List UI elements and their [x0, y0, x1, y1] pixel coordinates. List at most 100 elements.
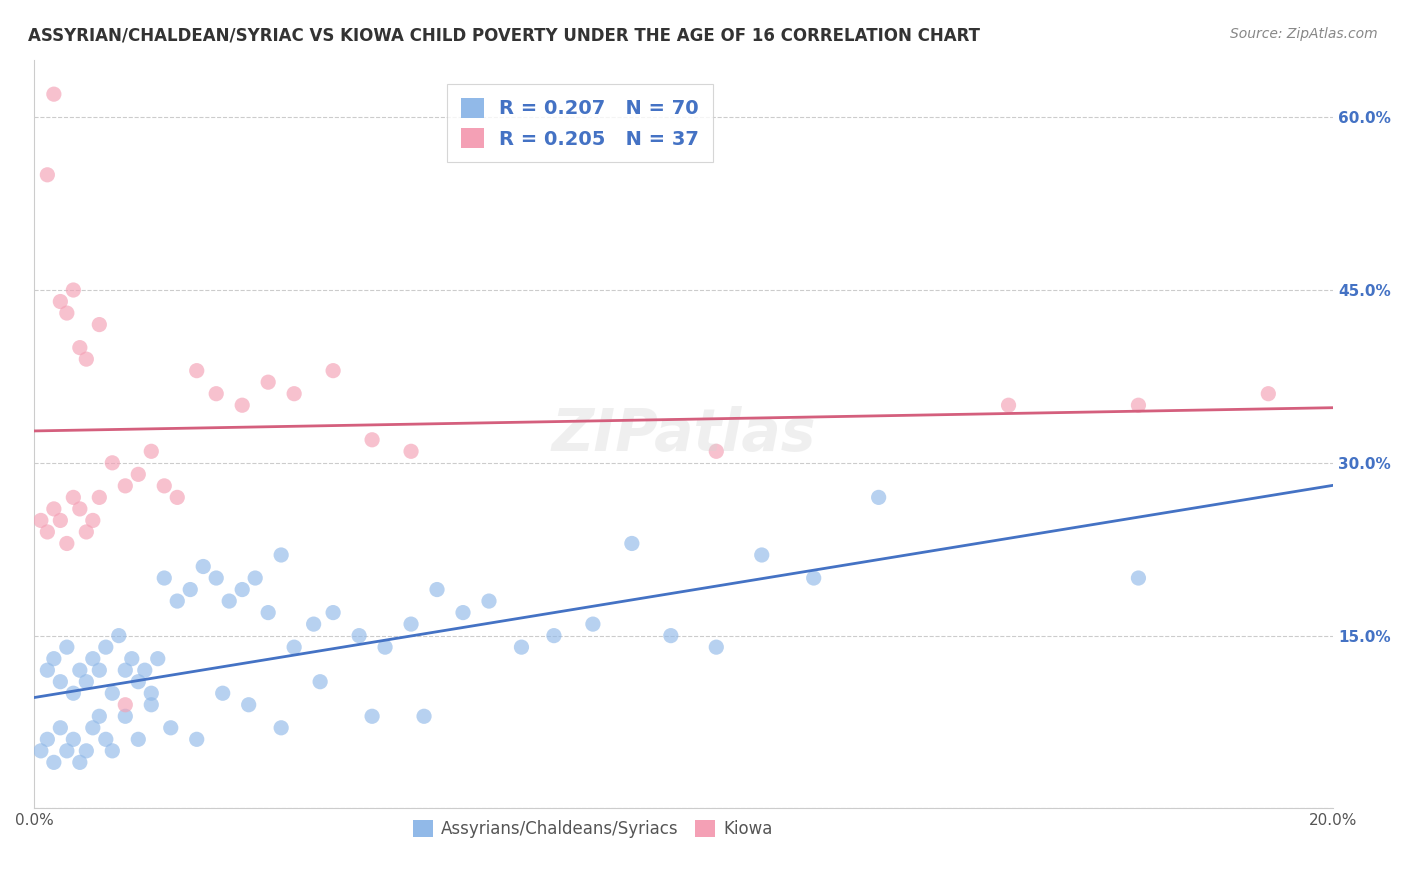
- Point: [42, 651, 65, 665]
- Point: [37, 663, 59, 677]
- Point: [868, 491, 890, 505]
- Point: [543, 629, 565, 643]
- Point: [302, 617, 325, 632]
- Point: [134, 663, 156, 677]
- Point: [347, 629, 370, 643]
- Point: [186, 364, 208, 378]
- Point: [257, 606, 280, 620]
- Point: [75, 674, 97, 689]
- Point: [56, 536, 79, 550]
- Point: [89, 318, 111, 332]
- Point: [166, 491, 188, 505]
- Point: [283, 386, 305, 401]
- Point: [82, 651, 104, 665]
- Point: [186, 732, 208, 747]
- Point: [205, 386, 228, 401]
- Point: [704, 640, 727, 655]
- Point: [101, 744, 124, 758]
- Point: [704, 444, 727, 458]
- Point: [361, 433, 384, 447]
- Point: [361, 709, 384, 723]
- Point: [75, 524, 97, 539]
- Point: [82, 721, 104, 735]
- Point: [49, 513, 72, 527]
- Point: [309, 674, 332, 689]
- Point: [413, 709, 436, 723]
- Point: [270, 721, 292, 735]
- Text: Source: ZipAtlas.com: Source: ZipAtlas.com: [1230, 27, 1378, 41]
- Point: [153, 479, 176, 493]
- Point: [159, 721, 181, 735]
- Point: [153, 571, 176, 585]
- Point: [399, 444, 422, 458]
- Point: [1128, 398, 1150, 412]
- Point: [114, 709, 136, 723]
- Point: [751, 548, 773, 562]
- Point: [620, 536, 643, 550]
- Point: [510, 640, 533, 655]
- Point: [399, 617, 422, 632]
- Point: [62, 491, 84, 505]
- Point: [1257, 386, 1279, 401]
- Point: [49, 674, 72, 689]
- Point: [75, 744, 97, 758]
- Point: [75, 352, 97, 367]
- Point: [42, 87, 65, 102]
- Point: [37, 168, 59, 182]
- Point: [62, 686, 84, 700]
- Point: [42, 502, 65, 516]
- Point: [193, 559, 215, 574]
- Point: [69, 756, 91, 770]
- Point: [114, 479, 136, 493]
- Point: [56, 306, 79, 320]
- Point: [231, 582, 253, 597]
- Point: [69, 341, 91, 355]
- Point: [451, 606, 474, 620]
- Point: [30, 744, 52, 758]
- Point: [101, 456, 124, 470]
- Point: [238, 698, 260, 712]
- Point: [114, 698, 136, 712]
- Point: [141, 444, 163, 458]
- Point: [478, 594, 501, 608]
- Point: [37, 524, 59, 539]
- Point: [211, 686, 233, 700]
- Legend: Assyrians/Chaldeans/Syriacs, Kiowa: Assyrians/Chaldeans/Syriacs, Kiowa: [406, 814, 780, 845]
- Point: [89, 709, 111, 723]
- Point: [283, 640, 305, 655]
- Point: [374, 640, 396, 655]
- Point: [582, 617, 605, 632]
- Point: [231, 398, 253, 412]
- Point: [257, 375, 280, 389]
- Point: [127, 674, 149, 689]
- Point: [62, 732, 84, 747]
- Point: [114, 663, 136, 677]
- Point: [218, 594, 240, 608]
- Point: [62, 283, 84, 297]
- Point: [89, 663, 111, 677]
- Point: [30, 513, 52, 527]
- Text: ASSYRIAN/CHALDEAN/SYRIAC VS KIOWA CHILD POVERTY UNDER THE AGE OF 16 CORRELATION : ASSYRIAN/CHALDEAN/SYRIAC VS KIOWA CHILD …: [28, 27, 980, 45]
- Text: ZIPatlas: ZIPatlas: [551, 406, 815, 463]
- Point: [49, 721, 72, 735]
- Point: [803, 571, 825, 585]
- Point: [121, 651, 143, 665]
- Point: [127, 467, 149, 482]
- Point: [127, 732, 149, 747]
- Point: [141, 686, 163, 700]
- Point: [107, 629, 129, 643]
- Point: [37, 732, 59, 747]
- Point: [69, 502, 91, 516]
- Point: [146, 651, 169, 665]
- Point: [49, 294, 72, 309]
- Point: [322, 364, 344, 378]
- Point: [94, 640, 117, 655]
- Point: [1128, 571, 1150, 585]
- Point: [42, 756, 65, 770]
- Point: [322, 606, 344, 620]
- Point: [426, 582, 449, 597]
- Point: [243, 571, 266, 585]
- Point: [89, 491, 111, 505]
- Point: [82, 513, 104, 527]
- Point: [179, 582, 201, 597]
